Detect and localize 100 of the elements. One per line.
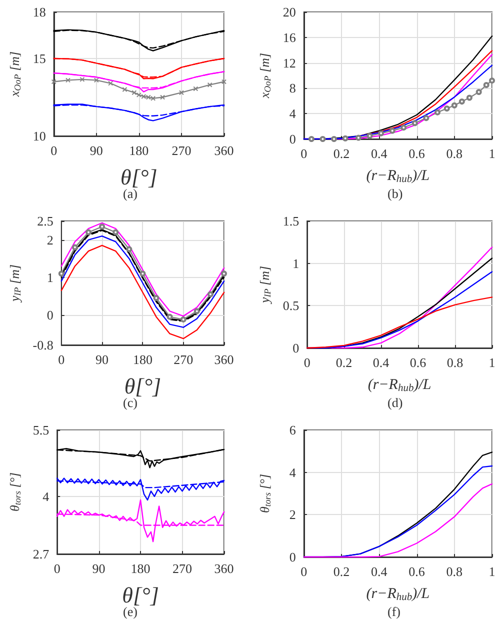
y-axis-title: yIP [m] <box>257 266 272 306</box>
point <box>141 94 146 99</box>
point <box>444 106 450 112</box>
point <box>108 80 114 86</box>
point <box>126 246 132 252</box>
y-tick-label: 4 <box>289 464 296 480</box>
x-tick-label: 0 <box>304 355 310 370</box>
y-tick-label: 6 <box>289 422 296 438</box>
point <box>412 120 418 126</box>
x-tick-label: 90 <box>92 561 106 576</box>
y-tick-label: 2 <box>46 232 54 248</box>
point <box>178 90 184 96</box>
y-tick-label: 20 <box>282 4 296 20</box>
x-tick-label: 0.2 <box>333 146 350 161</box>
point <box>194 308 200 314</box>
point <box>458 98 465 105</box>
y-tick-label: 2.7 <box>32 546 50 562</box>
y-tick-label: 1 <box>46 270 54 285</box>
y-tick-label: 0 <box>292 340 300 356</box>
x-tick-label: 360 <box>214 352 234 367</box>
y-tick-label: 2.5 <box>37 214 54 228</box>
x-tick-label: 270 <box>174 352 194 367</box>
point <box>160 94 166 100</box>
y-tick-label: 0 <box>289 550 296 564</box>
point <box>193 86 198 92</box>
point <box>132 90 137 96</box>
point <box>489 78 495 84</box>
y-axis-title: xOoP [m] <box>257 52 272 100</box>
x-tick-label: 180 <box>130 561 150 576</box>
y-tick-label: 0.5 <box>282 298 300 314</box>
point <box>153 295 160 302</box>
point <box>466 94 472 101</box>
point <box>331 136 338 142</box>
x-tick-label: 0.4 <box>371 146 388 161</box>
y-tick-label: 8 <box>289 80 296 96</box>
x-tick-label: 360 <box>214 143 234 158</box>
x-tick-label: 0.4 <box>372 355 390 370</box>
point <box>146 94 151 100</box>
x-tick-label: 0.8 <box>446 146 463 161</box>
y-axis-title: θtors [°] <box>7 472 22 512</box>
point <box>342 135 348 142</box>
y-axis-title: xOoP [m] <box>7 51 22 98</box>
y-tick-label: 16 <box>282 30 296 45</box>
point <box>221 270 227 277</box>
point <box>451 102 458 108</box>
x-tick-label: 0.6 <box>410 355 427 370</box>
y-tick-label: 1 <box>292 256 300 271</box>
point <box>136 92 142 98</box>
y-tick-label: 15 <box>32 51 46 66</box>
point <box>180 316 186 322</box>
point <box>140 270 146 277</box>
point <box>99 224 106 230</box>
x-tick-label: 360 <box>214 561 234 576</box>
y-axis-title: yIP [m] <box>7 264 22 304</box>
point <box>389 128 396 134</box>
x-tick-label: 270 <box>172 143 192 158</box>
x-tick-label: 270 <box>172 561 192 576</box>
x-tick-label: 180 <box>129 143 149 158</box>
x-tick-label: 0.8 <box>446 355 464 370</box>
x-tick-label: 0.2 <box>333 564 350 579</box>
text: (f) <box>388 604 400 619</box>
y-tick-label: 4 <box>289 106 296 122</box>
x-tick-label: 90 <box>96 352 109 367</box>
y-tick-label: 0 <box>46 307 54 322</box>
point <box>434 109 440 116</box>
point <box>112 229 119 236</box>
point <box>80 76 85 82</box>
y-tick-label: 4 <box>42 488 50 504</box>
y-tick-label: 0 <box>289 132 296 146</box>
y-axis-title: θtors [°] <box>257 474 272 514</box>
point <box>72 244 78 250</box>
point <box>86 229 92 236</box>
x-tick-label: 0.8 <box>446 564 463 579</box>
point <box>66 78 71 83</box>
point <box>166 314 173 320</box>
text: (b) <box>388 186 403 201</box>
point <box>122 87 128 92</box>
x-tick-label: 0.6 <box>408 564 426 579</box>
x-tick-label: 1 <box>488 355 496 370</box>
x-tick-label: 0 <box>58 352 65 367</box>
x-tick-label: 180 <box>132 352 152 367</box>
x-tick-label: 0.6 <box>408 146 426 161</box>
point <box>207 82 212 88</box>
text: (d) <box>388 395 403 410</box>
point <box>150 96 156 101</box>
point <box>320 136 326 142</box>
point <box>207 291 214 298</box>
x-tick-label: 90 <box>90 143 103 158</box>
y-tick-label: 12 <box>282 55 296 70</box>
y-tick-label: 18 <box>32 4 46 20</box>
point <box>476 89 482 96</box>
y-tick-label: 5.5 <box>32 422 50 438</box>
y-tick-label: 2 <box>289 507 296 522</box>
point <box>483 82 490 88</box>
y-tick-label: 10 <box>32 128 46 144</box>
point <box>58 270 64 277</box>
point <box>366 132 373 139</box>
point <box>355 134 362 141</box>
x-tick-label: 0.4 <box>371 564 388 579</box>
y-tick-label: -0.8 <box>32 338 54 352</box>
